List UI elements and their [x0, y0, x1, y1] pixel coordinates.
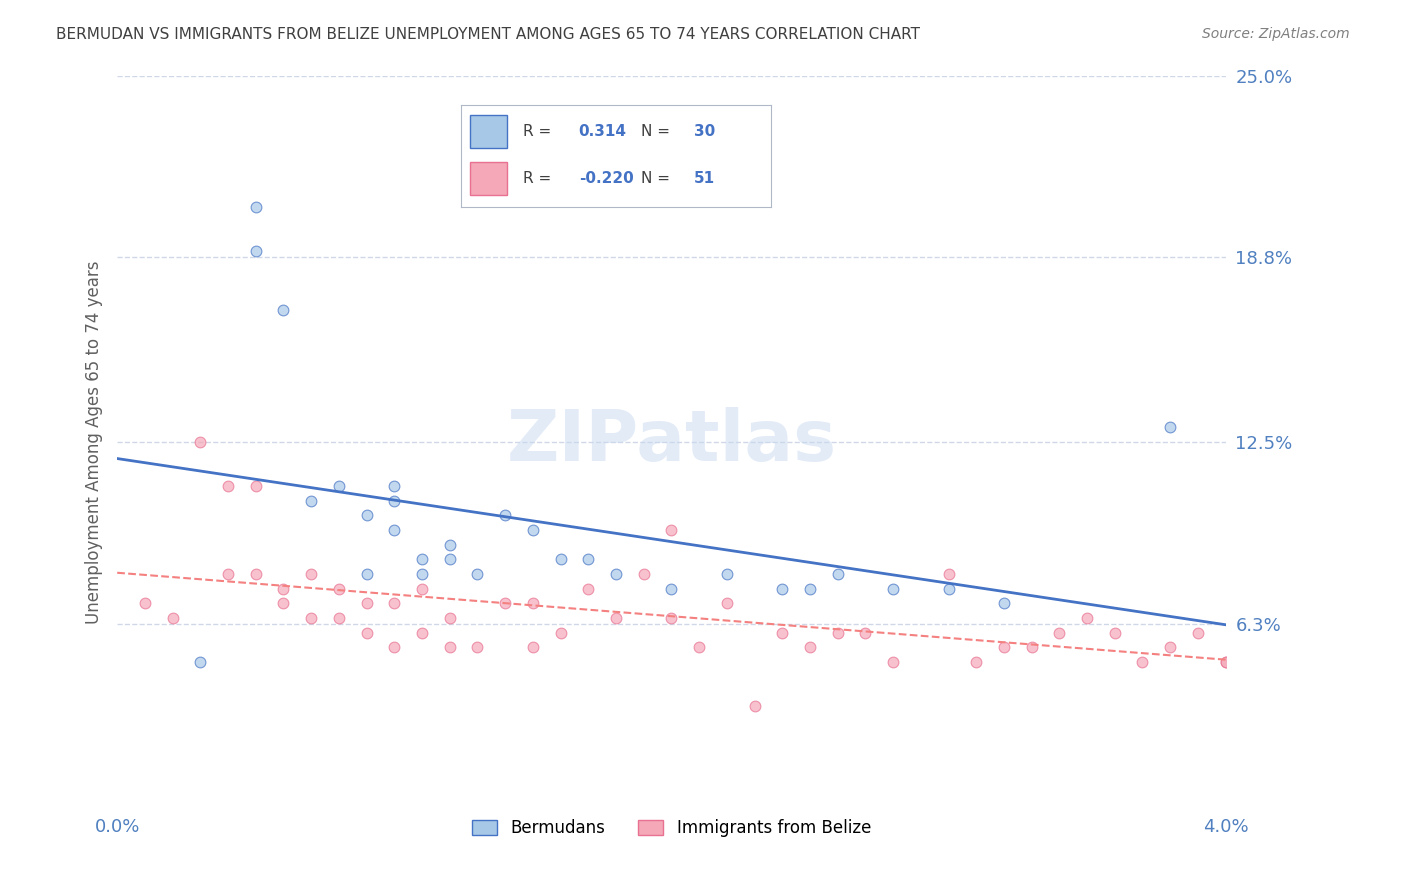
Point — [799, 640, 821, 655]
Point — [273, 596, 295, 610]
Point — [965, 655, 987, 669]
Point — [245, 479, 267, 493]
Point — [494, 508, 516, 523]
Point — [134, 596, 156, 610]
Point — [550, 625, 572, 640]
Point — [299, 493, 322, 508]
Point — [938, 582, 960, 596]
Point — [245, 566, 267, 581]
Point — [411, 582, 433, 596]
Point — [550, 552, 572, 566]
Point — [522, 523, 544, 537]
Text: BERMUDAN VS IMMIGRANTS FROM BELIZE UNEMPLOYMENT AMONG AGES 65 TO 74 YEARS CORREL: BERMUDAN VS IMMIGRANTS FROM BELIZE UNEMP… — [56, 27, 921, 42]
Point — [576, 552, 599, 566]
Point — [382, 596, 405, 610]
Point — [1132, 655, 1154, 669]
Point — [188, 655, 211, 669]
Point — [439, 538, 461, 552]
Point — [328, 479, 350, 493]
Point — [1215, 655, 1237, 669]
Point — [770, 625, 793, 640]
Point — [716, 596, 738, 610]
Point — [661, 611, 683, 625]
Point — [827, 566, 849, 581]
Point — [688, 640, 710, 655]
Point — [273, 582, 295, 596]
Point — [245, 201, 267, 215]
Point — [605, 566, 627, 581]
Point — [382, 523, 405, 537]
Point — [356, 596, 378, 610]
Point — [716, 566, 738, 581]
Point — [882, 655, 904, 669]
Point — [1159, 640, 1181, 655]
Point — [467, 566, 489, 581]
Point — [1047, 625, 1070, 640]
Point — [245, 244, 267, 259]
Point — [382, 479, 405, 493]
Point — [1104, 625, 1126, 640]
Point — [411, 625, 433, 640]
Point — [439, 640, 461, 655]
Point — [1187, 625, 1209, 640]
Text: ZIPatlas: ZIPatlas — [506, 408, 837, 476]
Point — [522, 596, 544, 610]
Point — [382, 640, 405, 655]
Point — [411, 552, 433, 566]
Point — [439, 552, 461, 566]
Point — [162, 611, 184, 625]
Point — [522, 640, 544, 655]
Text: Source: ZipAtlas.com: Source: ZipAtlas.com — [1202, 27, 1350, 41]
Point — [356, 566, 378, 581]
Point — [882, 582, 904, 596]
Point — [299, 566, 322, 581]
Point — [494, 596, 516, 610]
Point — [273, 303, 295, 318]
Point — [827, 625, 849, 640]
Point — [439, 611, 461, 625]
Point — [188, 434, 211, 449]
Point — [1159, 420, 1181, 434]
Point — [299, 611, 322, 625]
Point — [799, 582, 821, 596]
Point — [411, 566, 433, 581]
Point — [993, 640, 1015, 655]
Point — [1215, 655, 1237, 669]
Point — [605, 611, 627, 625]
Point — [467, 640, 489, 655]
Point — [576, 582, 599, 596]
Point — [356, 508, 378, 523]
Point — [993, 596, 1015, 610]
Point — [217, 566, 239, 581]
Point — [770, 582, 793, 596]
Point — [328, 611, 350, 625]
Point — [633, 566, 655, 581]
Point — [1021, 640, 1043, 655]
Point — [744, 698, 766, 713]
Point — [938, 566, 960, 581]
Point — [661, 582, 683, 596]
Point — [328, 582, 350, 596]
Y-axis label: Unemployment Among Ages 65 to 74 years: Unemployment Among Ages 65 to 74 years — [86, 260, 103, 624]
Legend: Bermudans, Immigrants from Belize: Bermudans, Immigrants from Belize — [465, 813, 877, 844]
Point — [382, 493, 405, 508]
Point — [661, 523, 683, 537]
Point — [1076, 611, 1098, 625]
Point — [853, 625, 876, 640]
Point — [217, 479, 239, 493]
Point — [356, 625, 378, 640]
